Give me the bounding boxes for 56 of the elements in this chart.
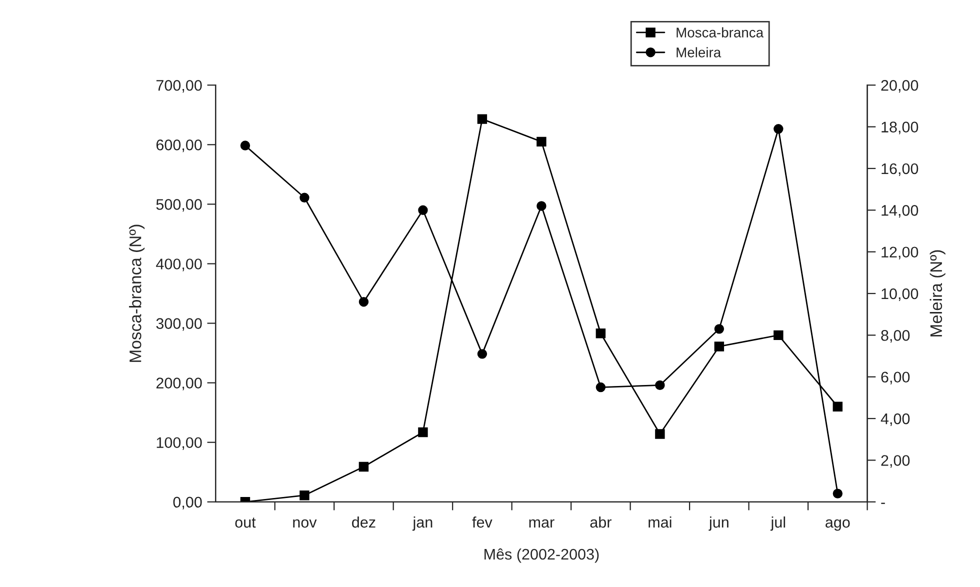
point <box>714 324 724 334</box>
point <box>655 429 665 439</box>
y-axis-title: Mosca-branca (Nº) <box>129 224 145 362</box>
y2-tick-label: 4,00 <box>880 413 910 426</box>
x-tick-label: out <box>235 518 256 528</box>
y2-tick-label: 6,00 <box>881 372 910 384</box>
point <box>358 296 369 307</box>
y-tick-label: 100,00 <box>156 437 202 450</box>
point <box>774 124 784 134</box>
point <box>536 136 546 147</box>
y2-tick-label: 18,00 <box>882 122 918 134</box>
legend-label: Meleira <box>676 47 722 58</box>
y-tick-label: 500,00 <box>156 199 202 212</box>
x-axis-title: Mês (2002-2003) <box>484 548 599 563</box>
point <box>418 427 428 438</box>
y2-tick-label: - <box>881 502 885 504</box>
y2-tick-label: 14,00 <box>882 205 918 218</box>
point <box>240 140 250 150</box>
x-tick-label: jul <box>770 516 786 531</box>
point <box>832 488 843 498</box>
legend-label: Mosca-branca <box>676 27 764 38</box>
point <box>358 462 369 472</box>
y-tick-label: 300,00 <box>156 318 202 331</box>
x-tick-label: nov <box>293 519 317 528</box>
y2-tick-label: 10,00 <box>882 288 918 301</box>
y-tick-label: 400,00 <box>156 258 202 272</box>
point <box>832 402 843 412</box>
point <box>300 192 310 203</box>
point <box>714 342 724 352</box>
point <box>477 114 488 124</box>
y-tick-label: 700,00 <box>156 80 202 93</box>
point <box>300 490 310 500</box>
y2-tick-label: 16,00 <box>882 163 918 176</box>
y2-tick-label: 12,00 <box>882 246 918 260</box>
point <box>655 380 665 390</box>
point <box>418 205 428 216</box>
y2-axis-title: Meleira (Nº) <box>930 250 946 336</box>
x-tick-label: jan <box>412 516 432 531</box>
point <box>477 349 488 359</box>
x-tick-label: mar <box>529 519 554 528</box>
x-tick-label: ago <box>826 519 850 531</box>
point <box>596 328 606 338</box>
x-tick-label: mai <box>648 516 672 528</box>
y2-tick-label: 8,00 <box>881 330 910 343</box>
y2-tick-label: 2,00 <box>881 455 910 468</box>
x-tick-label: fev <box>472 516 492 528</box>
x-tick-label: abr <box>590 516 612 528</box>
y2-tick-label: 20,00 <box>881 80 918 93</box>
point <box>596 382 606 392</box>
x-tick-label: jun <box>708 516 728 531</box>
x-tick-label: dez <box>352 516 376 528</box>
y-tick-label: 200,00 <box>156 378 202 390</box>
y-tick-label: 0,00 <box>173 496 202 510</box>
y-tick-label: 600,00 <box>156 140 202 152</box>
point <box>536 201 546 211</box>
point <box>774 330 784 340</box>
